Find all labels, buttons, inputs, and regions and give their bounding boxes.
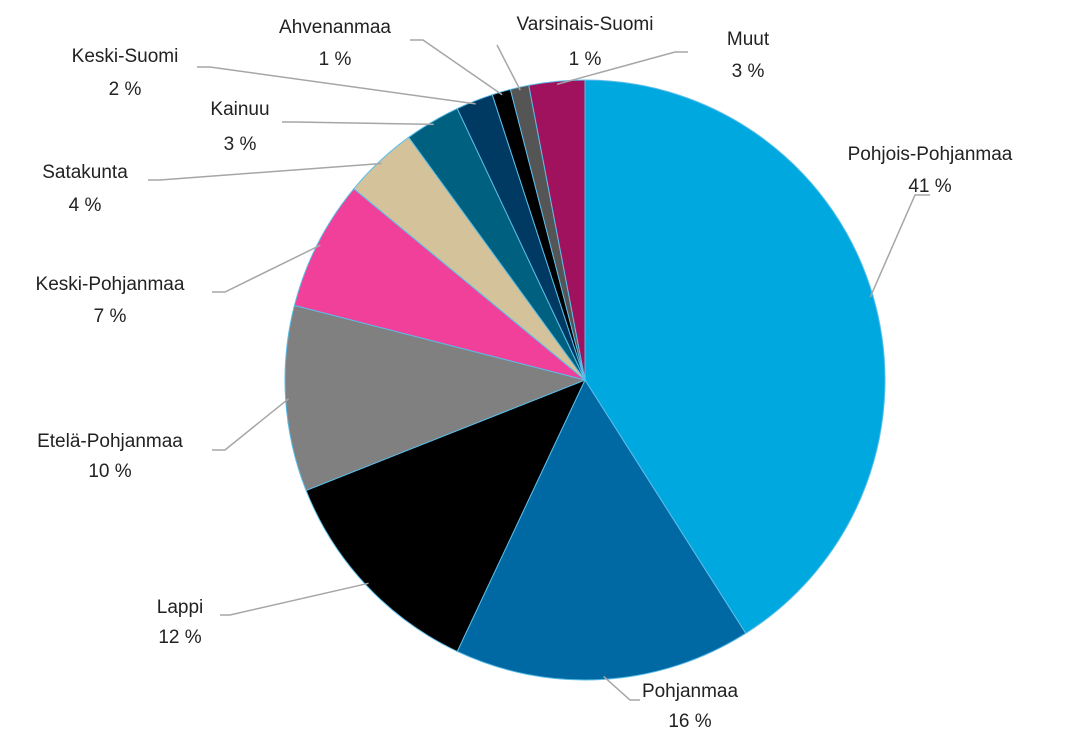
slice-label: Keski-Suomi (72, 46, 179, 67)
slice-label: Pohjanmaa (642, 681, 739, 702)
pie-slice (584, 79, 886, 634)
slice-label: Pohjois-Pohjanmaa (848, 144, 1013, 165)
leader-line (869, 194, 930, 298)
leader-line (556, 51, 688, 86)
slice-value-label: 3 % (732, 61, 765, 82)
slice-value-label: 12 % (158, 627, 201, 648)
slice-label: Ahvenanmaa (279, 17, 391, 38)
leader-line (212, 398, 290, 451)
slice-value-label: 16 % (668, 711, 711, 731)
slice-label: Satakunta (42, 162, 128, 183)
slice-label: Kainuu (210, 99, 269, 120)
slice-label: Muut (727, 29, 770, 50)
pie-slice (305, 379, 586, 653)
slice-value-label: 3 % (224, 134, 257, 155)
slice-label: Varsinais-Suomi (517, 14, 654, 35)
leader-line (410, 39, 503, 96)
slice-value-label: 7 % (94, 306, 127, 327)
pie-slice (293, 188, 586, 381)
leader-line (220, 582, 369, 616)
slice-label: Keski-Pohjanmaa (36, 274, 185, 295)
pie-slice (284, 304, 587, 492)
slice-value-label: 10 % (88, 461, 131, 482)
leader-line (603, 675, 640, 701)
leader-line (496, 44, 521, 91)
pie-slice (456, 378, 747, 681)
slice-label: Etelä-Pohjanmaa (37, 431, 183, 452)
leader-line (282, 121, 434, 126)
slice-label: Lappi (157, 597, 204, 618)
slice-value-label: 41 % (908, 176, 951, 197)
leader-line (197, 66, 476, 105)
pie-slice (528, 79, 586, 381)
slice-value-label: 2 % (109, 79, 142, 100)
slice-value-label: 4 % (69, 195, 102, 216)
slice-value-label: 1 % (569, 49, 602, 70)
slice-value-label: 1 % (319, 49, 352, 70)
leader-line (212, 244, 321, 293)
leader-line (148, 162, 382, 181)
